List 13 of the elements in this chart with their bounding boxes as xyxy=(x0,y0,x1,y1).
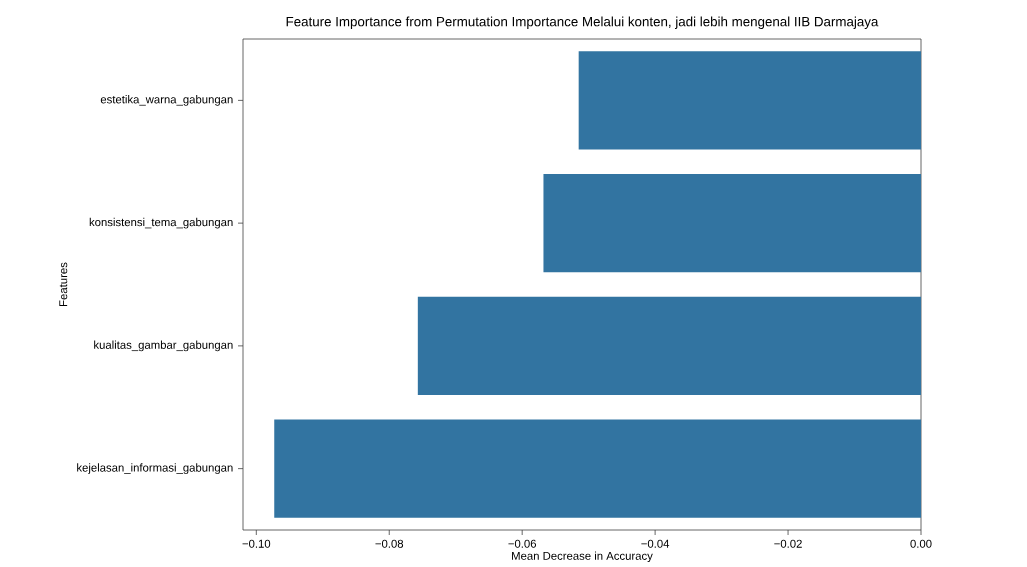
chart-title: Feature Importance from Permutation Importance Melalui konten, jadi lebih mengenal IIB Darmajaya xyxy=(286,16,879,30)
y-tick-label: kejelasan_informasi_gabungan xyxy=(77,463,233,475)
y-tick-label: kualitas_gambar_gabungan xyxy=(94,340,233,352)
y-tick-label: estetika_warna_gabungan xyxy=(100,95,233,106)
x-tick-label: −0.06 xyxy=(508,539,537,548)
x-tick-label: −0.02 xyxy=(774,539,802,548)
x-axis-title: Mean Decrease in Accuracy xyxy=(512,551,653,563)
x-tick-label: −0.10 xyxy=(242,539,271,548)
x-tick-label: 0.00 xyxy=(910,539,932,548)
y-axis-title: Features xyxy=(59,262,68,307)
y-tick-label: konsistensi_tema_gabungan xyxy=(89,218,233,229)
x-tick-label: −0.08 xyxy=(375,539,404,548)
x-tick-label: −0.04 xyxy=(641,539,670,548)
